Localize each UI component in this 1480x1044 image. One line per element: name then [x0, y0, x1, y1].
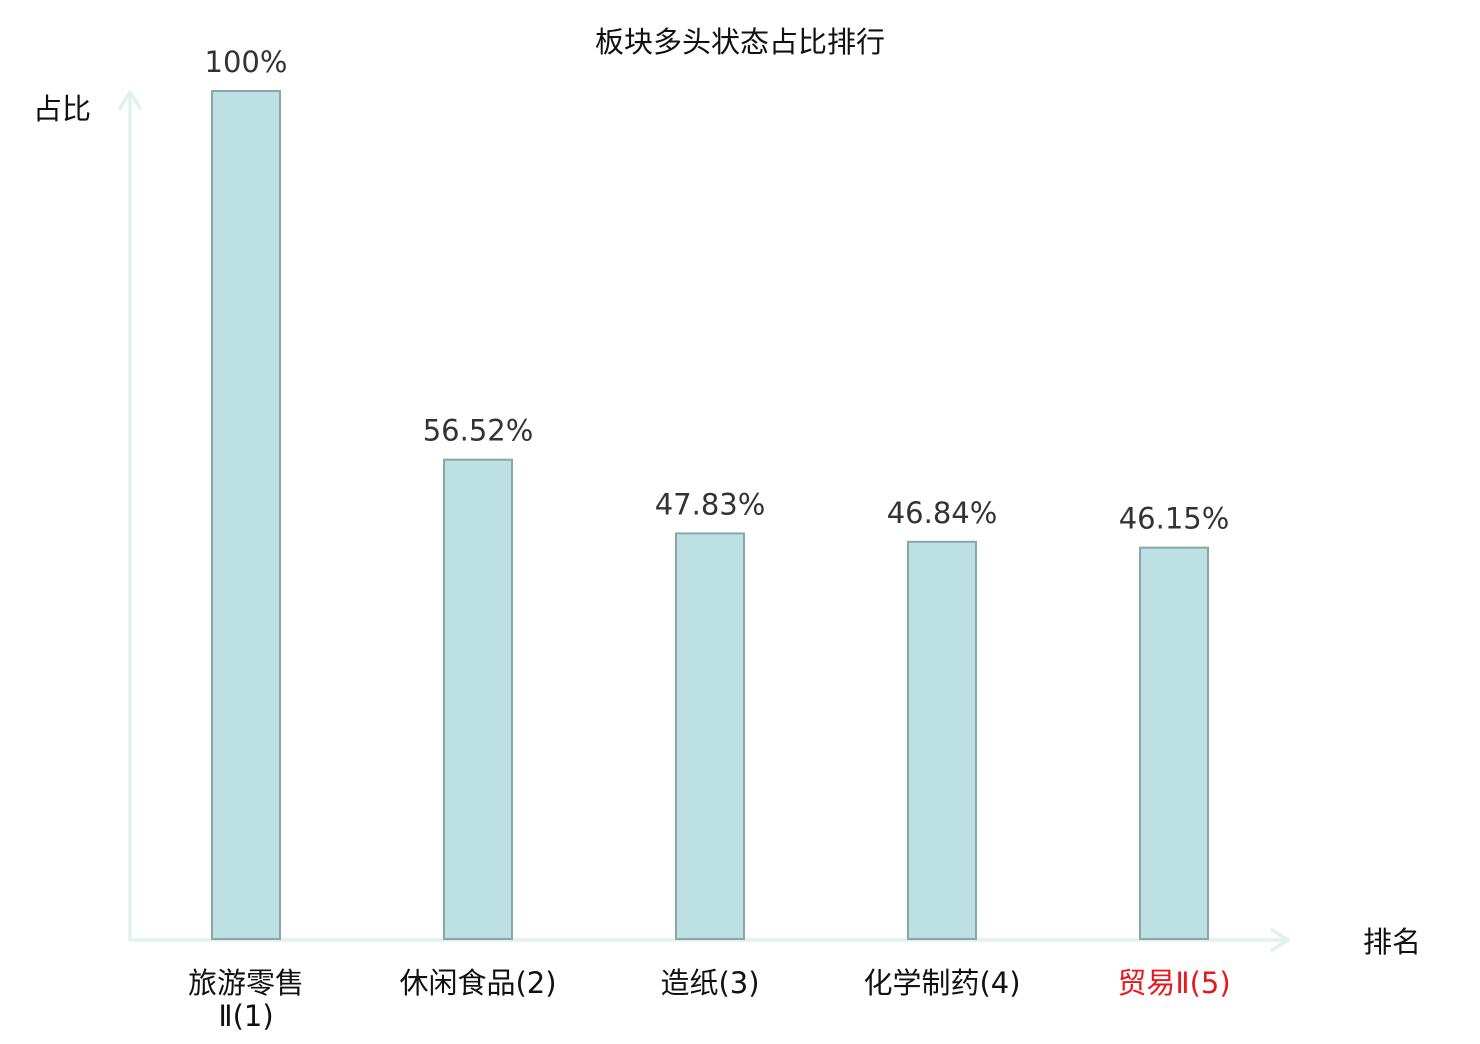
y-axis-arrowhead: [118, 90, 142, 110]
bar: [675, 532, 745, 940]
x-tick-label: 贸易Ⅱ(5): [1117, 966, 1230, 1000]
bar-value-label: 47.83%: [655, 487, 766, 521]
bar-value-label: 56.52%: [423, 414, 534, 448]
value-labels-layer: 100% 56.52% 47.83% 46.84% 46.15%: [205, 45, 1230, 536]
x-tick-label: 休闲食品(2): [399, 966, 556, 1000]
bar-value-label: 46.15%: [1119, 502, 1230, 536]
x-tick-label: 造纸(3): [660, 966, 759, 1000]
bar-value-label: 46.84%: [887, 496, 998, 530]
bar-value-label: 100%: [205, 45, 288, 79]
bars-layer: [211, 90, 1209, 940]
x-axis-arrowhead: [1270, 928, 1290, 952]
y-axis-label: 占比: [33, 92, 91, 126]
x-tick-label: Ⅱ(1): [218, 999, 273, 1033]
bar: [1139, 546, 1209, 940]
bar: [211, 90, 281, 940]
bar: [907, 540, 977, 940]
x-axis-label: 排名: [1363, 925, 1421, 959]
bar: [443, 458, 513, 940]
x-tick-label: 化学制药(4): [863, 966, 1020, 1000]
chart-title: 板块多头状态占比排行: [595, 25, 885, 59]
x-tick-label: 旅游零售: [188, 966, 304, 1000]
